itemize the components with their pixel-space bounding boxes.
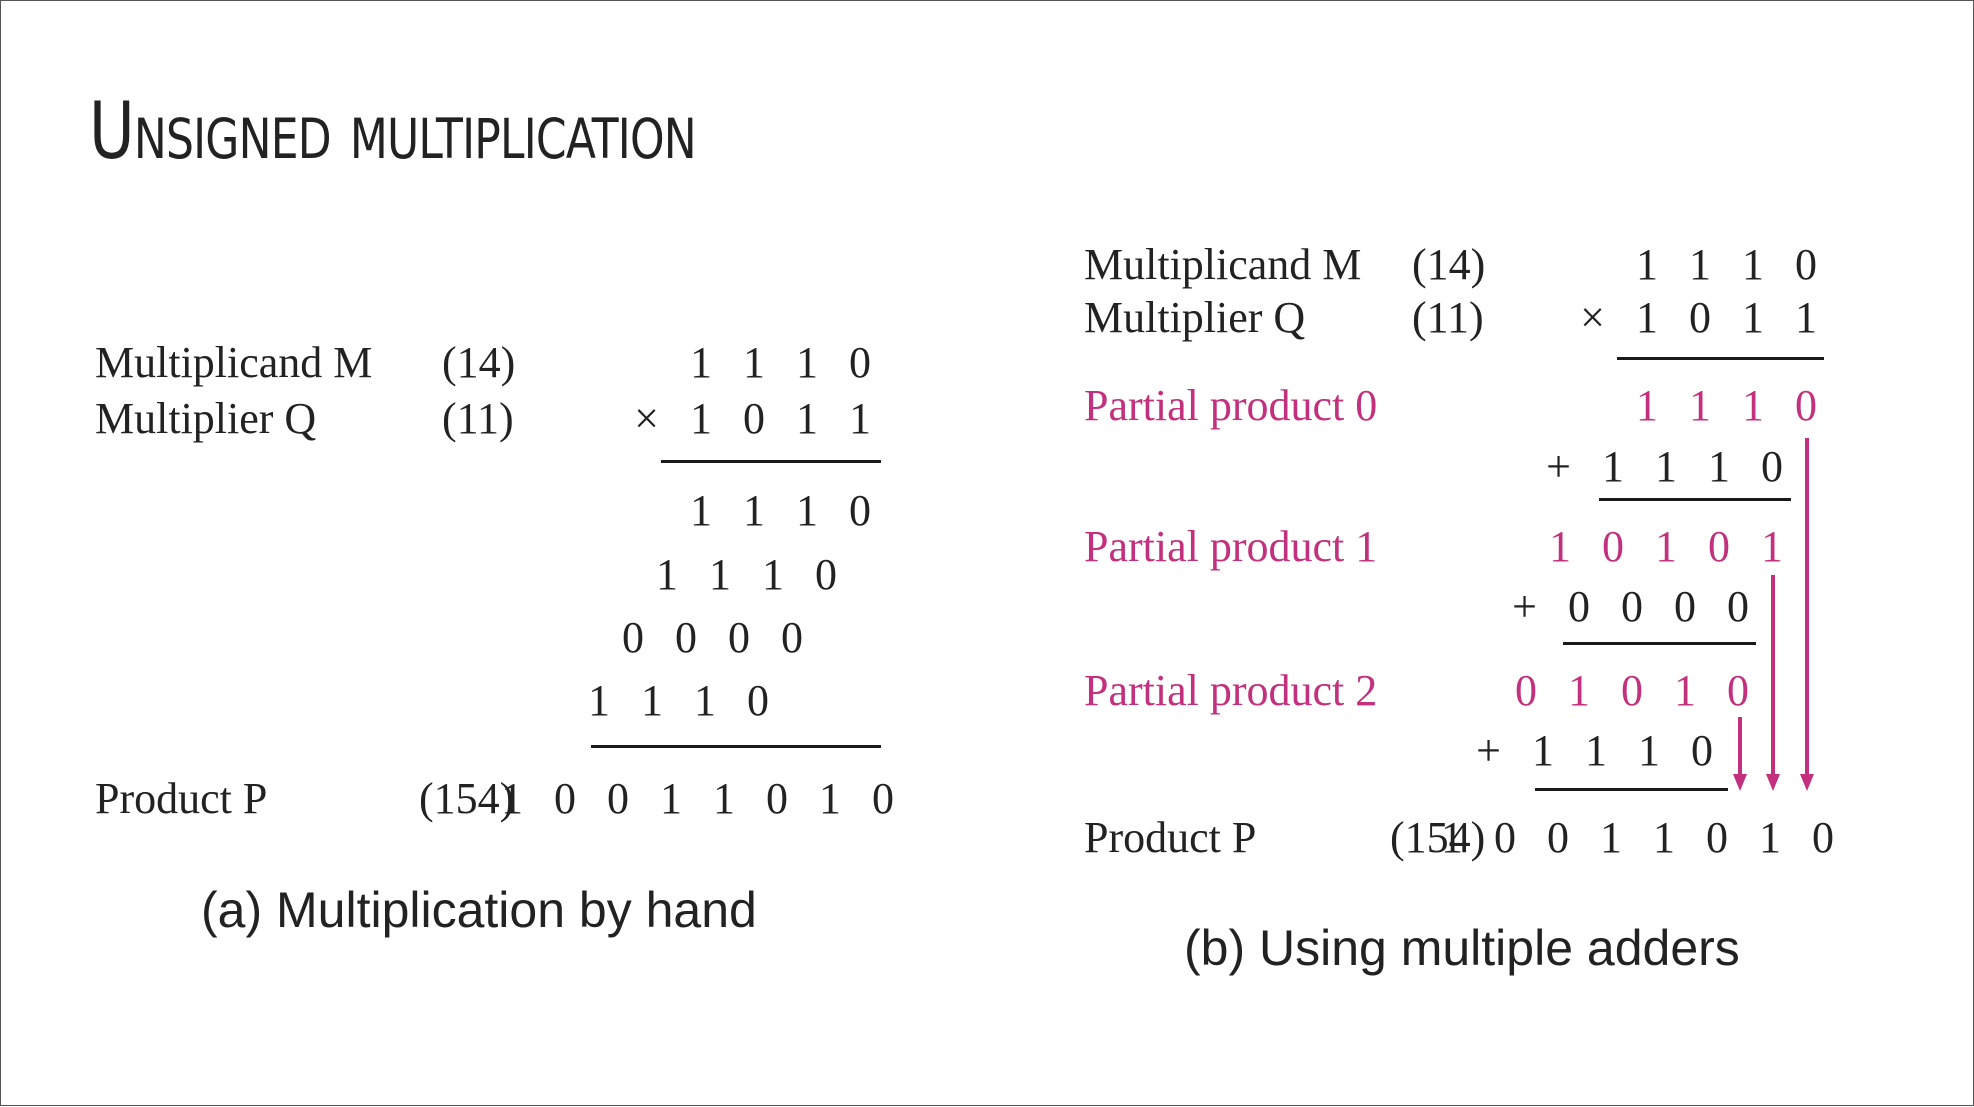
partial-product-2-label: Partial product 2: [1084, 666, 1378, 715]
multiplicand-decimal: (14): [442, 338, 516, 387]
multiplier-binary: × 1 0 1 1: [634, 394, 881, 443]
separator-line: [661, 460, 881, 463]
partial-row: 0 0 0 0: [622, 613, 813, 662]
arrow-head-icon: [1800, 774, 1814, 791]
multiplier-decimal: (11): [1412, 293, 1484, 342]
multiplicand-label: Multiplicand M: [1084, 240, 1362, 289]
product-binary: 1 0 0 1 1 0 1 0: [1441, 813, 1844, 862]
multiplicand-binary: 1 1 1 0: [690, 338, 881, 387]
product-label: Product P: [1084, 813, 1257, 862]
partial-product-1-label: Partial product 1: [1084, 522, 1378, 571]
multiplicand-decimal: (14): [1412, 240, 1486, 289]
multiplier-binary: × 1 0 1 1: [1580, 293, 1827, 342]
slide-title: Unsigned multiplication: [89, 87, 697, 177]
multiplicand-binary: 1 1 1 0: [1636, 240, 1827, 289]
multiplicand-label: Multiplicand M: [95, 338, 373, 387]
separator-line: [1617, 357, 1824, 360]
partial-row: 1 1 1 0: [690, 486, 881, 535]
separator-line: [591, 745, 881, 748]
product-decimal: (154): [1390, 813, 1486, 862]
partial-product-0-value: 1 1 1 0: [1636, 381, 1827, 430]
product-decimal: (154): [419, 774, 515, 823]
separator-line: [1563, 642, 1756, 645]
separator-line: [1599, 498, 1791, 501]
partial-product-1-value: 1 0 1 0 1: [1549, 522, 1793, 571]
separator-line: [1535, 788, 1728, 791]
addend-row: + 0 0 0 0: [1512, 582, 1759, 631]
arrow-head-icon: [1733, 774, 1747, 791]
partial-row: 1 1 1 0: [656, 550, 847, 599]
multiplier-label: Multiplier Q: [1084, 293, 1306, 342]
caption-b: (b) Using multiple adders: [1184, 920, 1740, 976]
addend-row: + 1 1 1 0: [1476, 726, 1723, 775]
partial-product-0-label: Partial product 0: [1084, 381, 1378, 430]
arrow-head-icon: [1766, 774, 1780, 791]
partial-row: 1 1 1 0: [588, 676, 779, 725]
partial-product-2-value: 0 1 0 1 0: [1515, 666, 1759, 715]
caption-a: (a) Multiplication by hand: [201, 882, 757, 938]
product-label: Product P: [95, 774, 268, 823]
multiplier-label: Multiplier Q: [95, 394, 317, 443]
product-binary: 1 0 0 1 1 0 1 0: [501, 774, 904, 823]
multiplier-decimal: (11): [442, 394, 514, 443]
addend-row: + 1 1 1 0: [1546, 442, 1793, 491]
